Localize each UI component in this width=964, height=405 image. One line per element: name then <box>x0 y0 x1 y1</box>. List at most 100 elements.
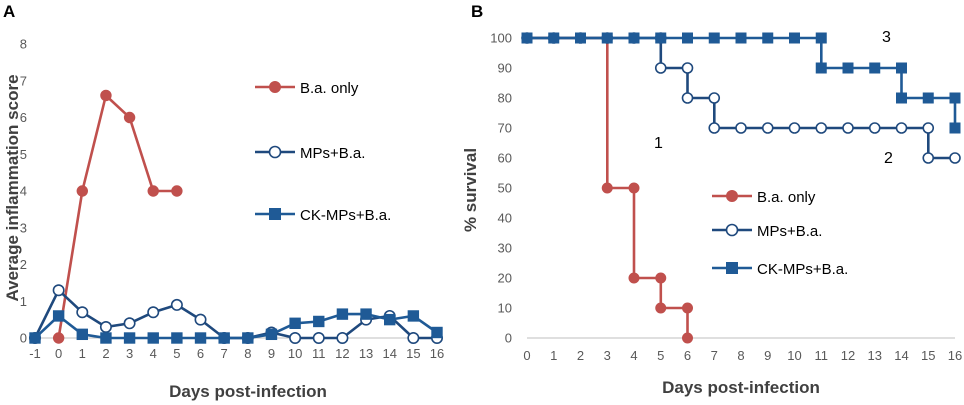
panel-a-data-point-mps-b-a <box>123 317 136 330</box>
panel-a-x-tick-label: 4 <box>150 346 157 361</box>
panel-b-data-point-mps-b-a <box>895 122 908 134</box>
panel-a-data-point-ck-mps-b-a <box>360 308 372 320</box>
panel-a-y-tick-label: 6 <box>20 110 27 125</box>
panel-label-b: B <box>471 2 483 21</box>
panel-b-x-tick-label: 6 <box>684 348 691 363</box>
panel-a-data-point-ck-mps-b-a <box>147 332 159 344</box>
panel-b-data-point-mps-b-a <box>815 122 828 134</box>
panel-b-x-tick-label: 11 <box>815 348 829 363</box>
panel-b-x-tick-label: 1 <box>550 348 557 363</box>
panel-a-x-axis-title: Days post-infection <box>169 382 327 401</box>
panel-b-x-tick-label: 2 <box>577 348 584 363</box>
panel-b-y-axis-title: % survival <box>461 148 480 232</box>
panel-b-data-point-mps-b-a <box>922 152 935 164</box>
panel-a-data-point-b-a-only <box>147 185 159 197</box>
panel-b-data-point-ck-mps-b-a <box>575 32 586 44</box>
panel-b-data-point-mps-b-a <box>681 62 694 74</box>
panel-a-series-line-b-a-only <box>57 94 177 339</box>
panel-b-x-tick-label: 9 <box>764 348 771 363</box>
panel-a-data-point-b-a-only <box>123 111 136 124</box>
panel-b-data-point-mps-b-a <box>842 122 854 134</box>
panel-b-data-point-ck-mps-b-a <box>735 32 747 44</box>
panel-b-series-line-mps-b-a <box>527 36 955 160</box>
panel-b-x-tick-label: 4 <box>630 348 637 363</box>
panel-b-y-tick-label: 30 <box>498 241 512 256</box>
panel-a-data-point-mps-b-a <box>99 320 112 333</box>
panel-b-x-tick-label: 0 <box>523 348 530 363</box>
panel-a-legend-marker-mps-b-a <box>268 145 282 159</box>
panel-a-x-tick-label: 1 <box>79 346 86 361</box>
panel-a-y-axis-title: Average inflammation score <box>3 74 22 301</box>
panel-a-data-point-mps-b-a <box>312 331 325 344</box>
panel-b-x-tick-label: 13 <box>868 348 882 363</box>
panel-b-legend-marker-b-a-only <box>726 190 738 202</box>
panel-b-data-point-ck-mps-b-a <box>896 62 907 74</box>
panel-b-data-point-ck-mps-b-a <box>682 32 693 44</box>
panel-a-x-tick-label: 0 <box>55 346 62 361</box>
panel-b-data-point-b-a-only <box>628 272 640 284</box>
panel-a-x-tick-label: -1 <box>29 346 41 361</box>
panel-a-x-tick-label: 11 <box>312 346 326 361</box>
panel-a-y-tick-label: 5 <box>20 147 27 162</box>
panel-b-annotation-3: 3 <box>882 29 891 46</box>
panel-b-annotation-2: 2 <box>884 150 893 167</box>
panel-b-data-point-b-a-only <box>682 332 693 344</box>
panel-b-y-tick-label: 60 <box>498 151 512 166</box>
panel-a-data-point-mps-b-a <box>52 284 65 297</box>
panel-b-data-point-ck-mps-b-a <box>548 32 560 44</box>
panel-b-data-point-ck-mps-b-a <box>601 32 613 44</box>
panel-b-data-point-mps-b-a <box>868 122 881 134</box>
panel-a-data-point-ck-mps-b-a <box>171 332 183 344</box>
panel-b-y-tick-label: 70 <box>498 121 512 136</box>
panel-b-data-point-ck-mps-b-a <box>789 32 800 44</box>
panel-b-x-tick-label: 10 <box>787 348 801 363</box>
panel-b-y-tick-label: 90 <box>498 61 512 76</box>
panel-b-data-point-mps-b-a <box>708 92 721 104</box>
panel-b-data-point-mps-b-a <box>922 122 935 134</box>
panel-a-series-line-ck-mps-b-a <box>34 312 438 340</box>
panel-b-legend-label-ck-mps-ba: CK-MPs+B.a. <box>757 261 848 278</box>
panel-b-y-tick-label: 0 <box>505 331 512 346</box>
panel-b-y-tick-label: 50 <box>498 181 512 196</box>
panel-b-x-tick-label: 14 <box>894 348 908 363</box>
panel-a-data-point-mps-b-a <box>170 298 183 311</box>
panel-b-legend-label-ba-only: B.a. only <box>757 189 816 206</box>
panel-a-legend-label-ck-mps-ba: CK-MPs+B.a. <box>300 207 391 224</box>
panel-a-x-tick-label: 15 <box>406 346 420 361</box>
panel-a-y-tick-label: 1 <box>20 294 27 309</box>
panel-b-data-point-mps-b-a <box>949 152 961 164</box>
panel-a-data-point-mps-b-a <box>194 313 207 326</box>
panel-b-x-tick-label: 8 <box>737 348 744 363</box>
panel-a-x-tick-label: 16 <box>430 346 444 361</box>
panel-b-y-tick-label: 40 <box>498 211 512 226</box>
panel-b-data-point-mps-b-a <box>761 122 774 134</box>
panel-b-legend-marker-mps-b-a <box>725 223 739 237</box>
panel-b-data-point-b-a-only <box>682 302 693 314</box>
panel-a-legend-marker-ck-mps-b-a <box>269 208 281 220</box>
panel-b-y-tick-label: 20 <box>498 271 512 286</box>
panel-b-annotation-1: 1 <box>654 135 663 152</box>
panel-b-x-axis-title: Days post-infection <box>662 378 820 397</box>
panel-b-x-tick-label: 7 <box>711 348 718 363</box>
panel-b-legend-label-mps-ba: MPs+B.a. <box>757 223 822 240</box>
panel-a-x-tick-label: 2 <box>102 346 109 361</box>
panel-a-data-point-b-a-only <box>52 332 65 344</box>
panel-b-data-point-ck-mps-b-a <box>521 32 533 44</box>
panel-b-data-point-ck-mps-b-a <box>708 32 720 44</box>
panel-a-legend-label-ba-only: B.a. only <box>300 80 359 97</box>
panel-a-x-tick-label: 6 <box>197 346 204 361</box>
panel-b-data-point-ck-mps-b-a <box>655 32 667 44</box>
panel-a-data-point-ck-mps-b-a <box>52 310 65 322</box>
panel-b-data-point-ck-mps-b-a <box>815 32 827 44</box>
panel-b-data-point-ck-mps-b-a <box>949 92 961 104</box>
panel-a-x-tick-label: 12 <box>335 346 349 361</box>
panel-a-data-point-ck-mps-b-a <box>242 332 254 344</box>
panel-a-data-point-ck-mps-b-a <box>76 328 88 341</box>
panel-b-data-point-mps-b-a <box>708 122 721 134</box>
panel-a-y-tick-label: 8 <box>20 37 27 52</box>
panel-b-data-point-ck-mps-b-a <box>896 92 907 104</box>
panel-b-series-line-ck-mps-b-a <box>527 36 957 128</box>
panel-label-a: A <box>3 2 15 21</box>
panel-b-legend-marker-ck-mps-b-a <box>726 262 738 274</box>
panel-b-data-point-ck-mps-b-a <box>842 62 854 74</box>
